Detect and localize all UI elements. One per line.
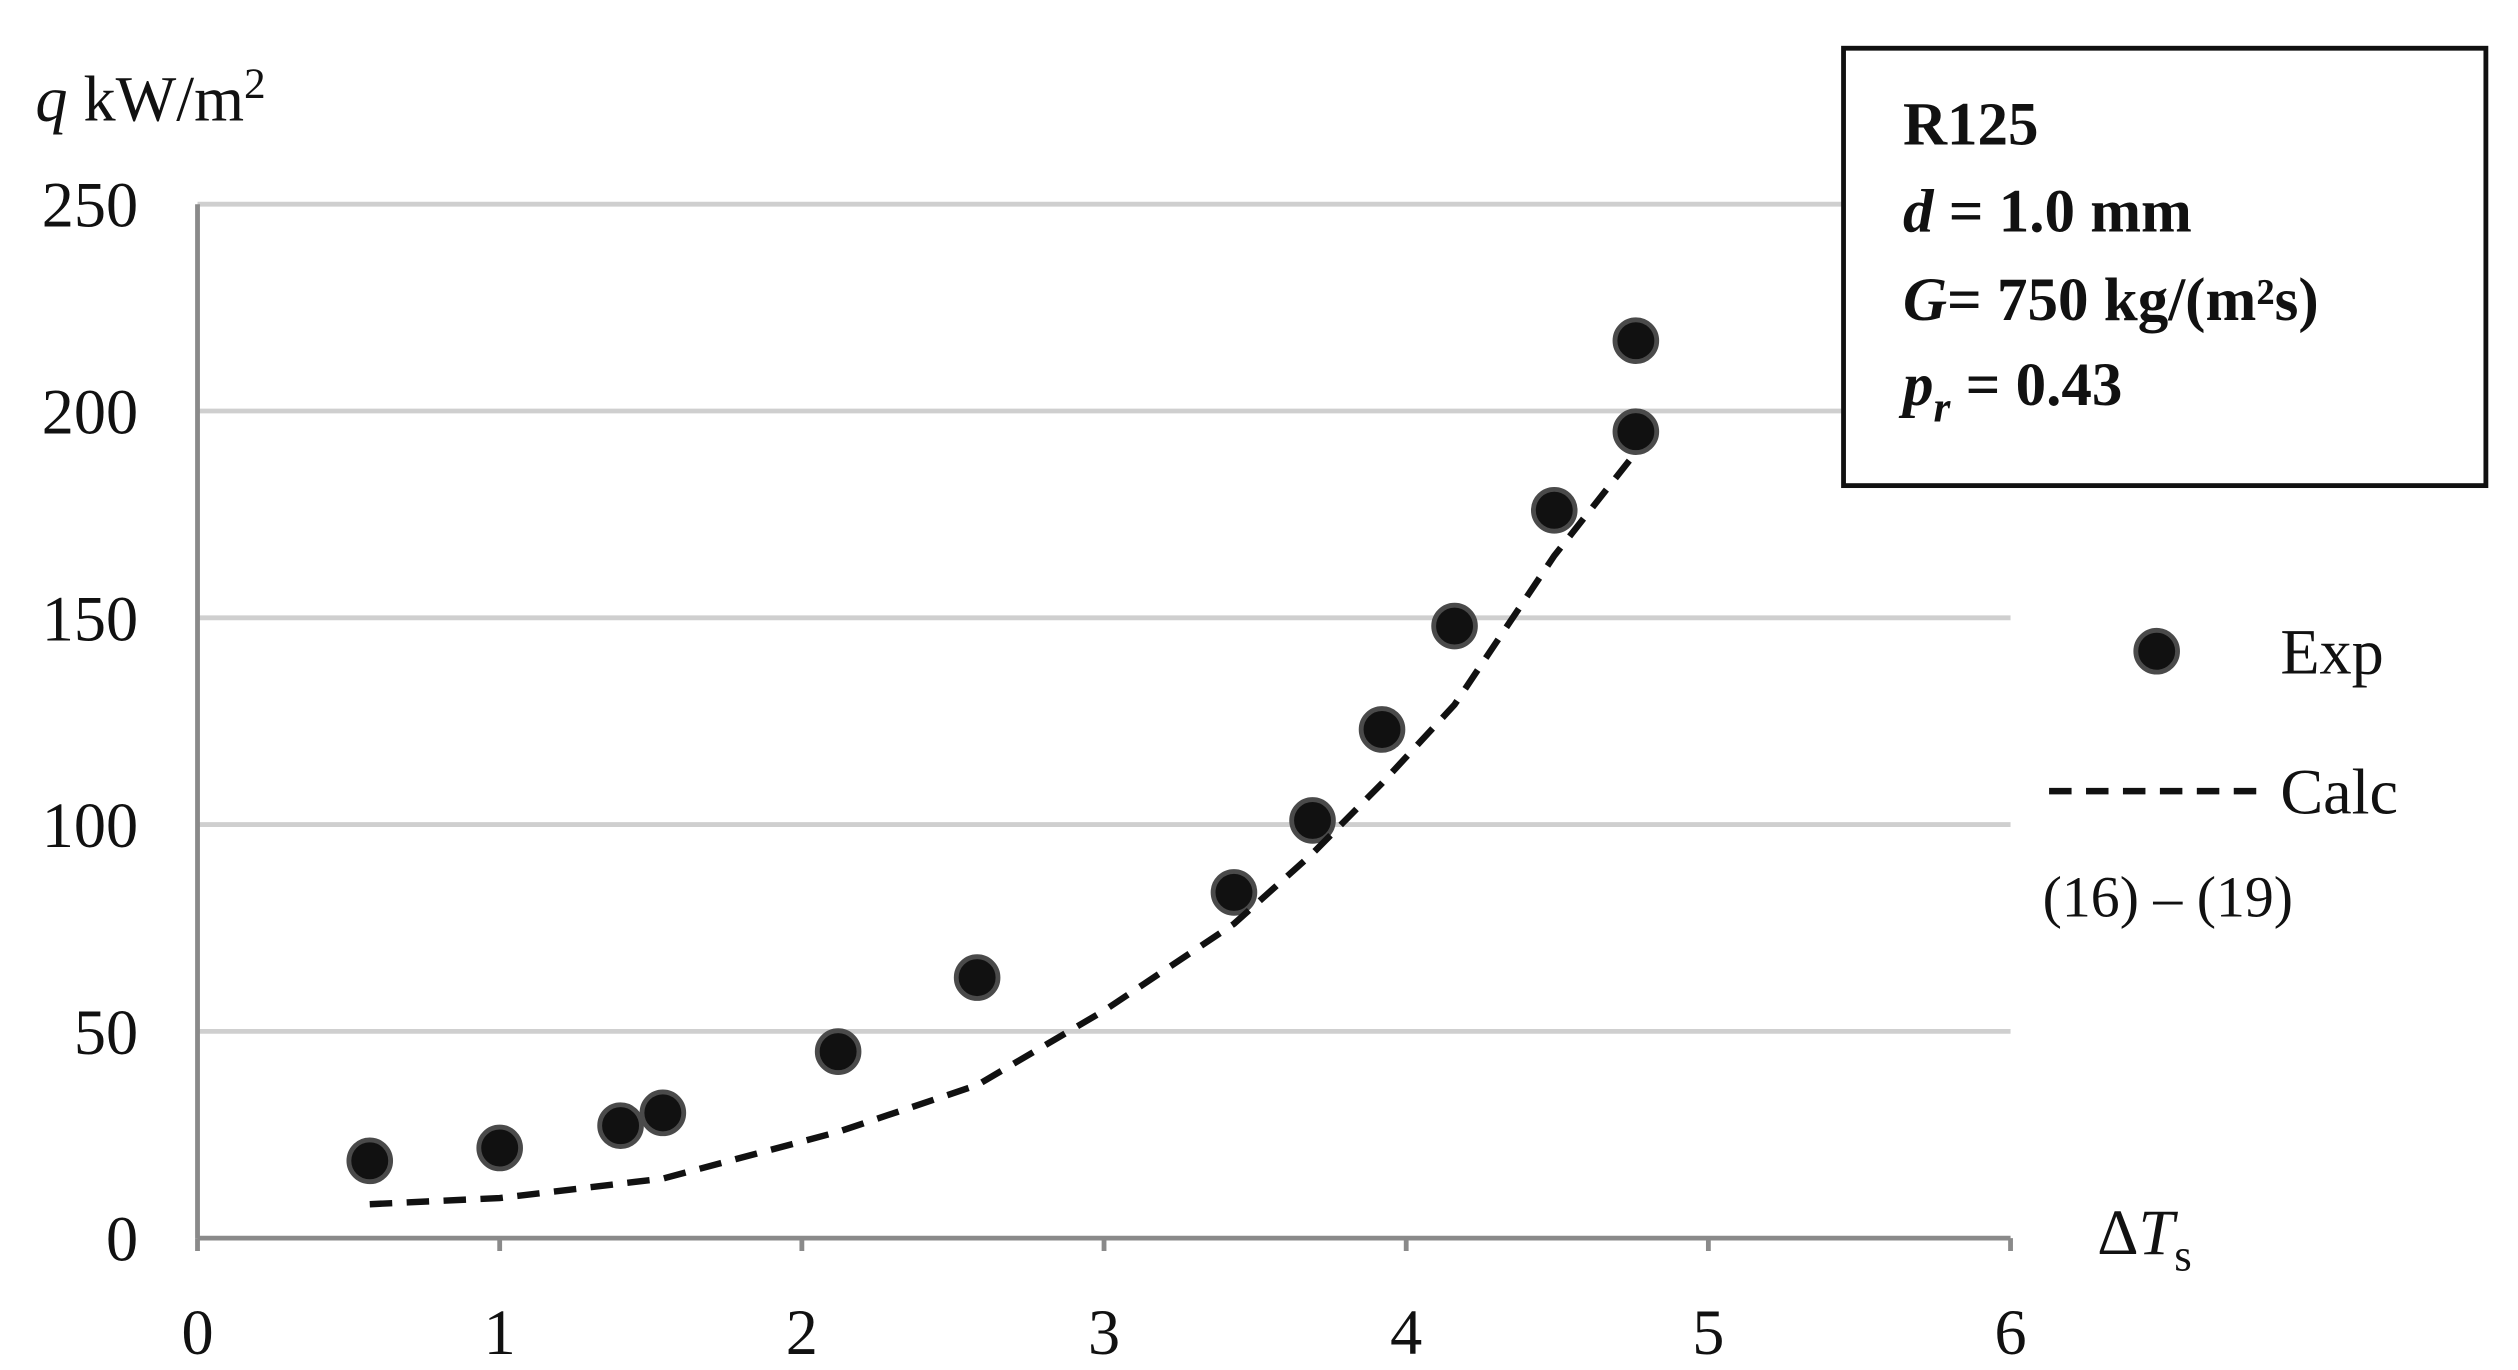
annotation-text: = 0.43 <box>1950 352 2122 419</box>
y-label-symbol: q <box>35 64 67 135</box>
x-tick-label: 6 <box>1994 1297 2026 1368</box>
y-tick-label: 0 <box>106 1204 138 1275</box>
x-tick-label: 3 <box>1088 1297 1120 1368</box>
data-point <box>814 1028 862 1075</box>
data-point <box>1612 317 1660 365</box>
y-tick-label: 100 <box>42 790 138 861</box>
calc-line <box>369 450 1639 1208</box>
data-point <box>1289 797 1336 844</box>
annotation-subscript: r <box>1933 383 1951 431</box>
y-tick-label: 250 <box>42 170 138 241</box>
annotation-text: = 1.0 mm <box>1933 179 2191 246</box>
legend-label: Calc <box>2280 757 2398 828</box>
annotation-line: pr = 0.43 <box>1898 352 2122 431</box>
data-point <box>346 1137 394 1185</box>
x-label-symbol: T <box>2139 1197 2179 1268</box>
x-tick-label: 5 <box>1692 1297 1724 1368</box>
annotation-symbol: p <box>1898 352 1934 419</box>
y-tick-label: 50 <box>74 997 138 1068</box>
x-label-sub: s <box>2174 1230 2192 1280</box>
x-tick-label: 2 <box>786 1297 818 1368</box>
annotation-line: R125 <box>1903 92 2039 159</box>
annotation-symbol: G <box>1903 267 1947 334</box>
x-axis-label: ΔTs <box>2097 1197 2192 1280</box>
annotation-line: d = 1.0 mm <box>1903 179 2192 246</box>
x-tick-label: 4 <box>1390 1297 1422 1368</box>
y-label-unit: kW/m <box>84 64 245 135</box>
legend-label: Exp <box>2280 617 2383 688</box>
y-label-sup: 2 <box>244 60 266 108</box>
data-point <box>597 1102 644 1149</box>
plot-area: 0 50 100 150 200 250 0 1 2 3 4 5 6 <box>42 170 2027 1368</box>
data-point <box>639 1089 687 1137</box>
data-point <box>1210 869 1258 916</box>
data-point <box>953 954 1001 1001</box>
y-tick-label: 150 <box>42 583 138 654</box>
annotation-box: R125 d = 1.0 mm G= 750 kg/(m²s) pr = 0.4… <box>1841 45 2489 489</box>
data-point <box>1530 486 1578 534</box>
data-point <box>476 1124 523 1172</box>
annotation-text: = 750 kg/(m²s) <box>1947 267 2319 334</box>
x-label-delta: Δ <box>2097 1197 2138 1268</box>
annotation-symbol: d <box>1903 179 1935 246</box>
x-tick-label: 1 <box>484 1297 516 1368</box>
annotation-text: R125 <box>1903 92 2039 159</box>
data-point <box>1612 408 1660 455</box>
legend-note: (16) – (19) <box>2043 865 2293 930</box>
legend-marker <box>2133 627 2180 675</box>
annotation-frame <box>1841 45 2489 489</box>
data-point <box>1431 602 1478 650</box>
data-point <box>1358 706 1406 753</box>
y-tick-label: 200 <box>42 376 138 447</box>
y-axis-label: q kW/m2 <box>35 60 265 135</box>
annotation-line: G= 750 kg/(m²s) <box>1903 267 2319 334</box>
x-tick-label: 0 <box>181 1297 213 1368</box>
